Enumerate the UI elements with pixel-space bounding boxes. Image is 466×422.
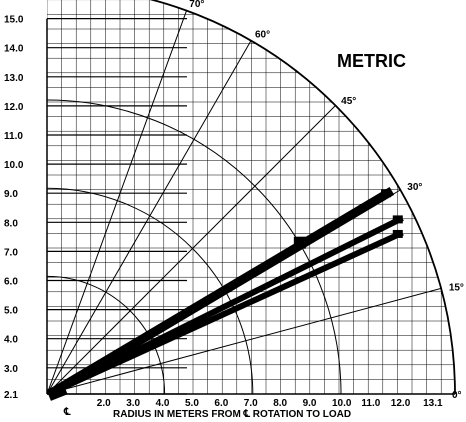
x-tick-label: 3.0: [126, 398, 140, 409]
angle-label: 60°: [255, 30, 270, 41]
boom-tip: [392, 229, 403, 238]
y-tick-label: 7.0: [4, 247, 18, 258]
centerline-symbol: ℄: [63, 407, 71, 418]
angle-label: 15°: [449, 282, 464, 293]
x-tick-label: 9.0: [303, 398, 317, 409]
angle-label: 45°: [341, 96, 356, 107]
y-tick-label: 12.0: [4, 102, 24, 113]
angle-ray: [46, 40, 252, 395]
x-axis-caption: RADIUS IN METERS FROM ℄ ROTATION TO LOAD: [113, 409, 351, 420]
y-tick-label: 2.1: [4, 390, 18, 401]
y-tick-label: 4.0: [4, 335, 18, 346]
x-tick-label: 8.0: [273, 398, 287, 409]
boom-section: [49, 229, 404, 396]
angle-label: 70°: [189, 0, 204, 10]
y-tick-label: 15.0: [4, 15, 24, 26]
boom-section: [46, 187, 395, 399]
x-tick-label: 11.0: [361, 398, 380, 409]
x-tick-label: 13.1: [423, 398, 443, 409]
chart-title: METRIC: [337, 51, 406, 71]
angle-label: 0°: [452, 390, 462, 401]
y-tick-label: 6.0: [4, 277, 18, 288]
y-tick-label: 13.0: [4, 73, 24, 84]
angle-label: 30°: [407, 182, 422, 193]
x-tick-label: 10.0: [332, 398, 352, 409]
y-tick-label: 9.0: [4, 189, 18, 200]
y-tick-label: 3.0: [4, 364, 18, 375]
angle-ray: [46, 105, 336, 395]
x-tick-label: 5.0: [185, 398, 199, 409]
y-tick-label: 8.0: [4, 218, 18, 229]
angle-rays: [46, 10, 455, 395]
y-axis-labels: 2.1 3.0 4.0 5.0 6.0 7.0 8.0 9.0 10.0 11.0 12.0 13.0…: [4, 15, 24, 401]
y-tick-label: 14.0: [4, 44, 24, 55]
x-tick-label: 2.0: [97, 398, 111, 409]
y-tick-label: 5.0: [4, 306, 18, 317]
x-tick-label: 6.0: [214, 398, 228, 409]
angle-ray: [46, 10, 188, 395]
angle-labels: 0° 15° 30° 45° 60° 70°: [189, 0, 464, 401]
x-tick-label: 7.0: [244, 398, 258, 409]
x-tick-label: 12.0: [391, 398, 411, 409]
boom-tip: [381, 189, 392, 198]
x-axis-labels: 2.0 3.0 4.0 5.0 6.0 7.0 8.0 9.0 10.0 11.0 12.0 13.1: [97, 398, 443, 409]
angle-ray: [46, 287, 442, 395]
x-tick-label: 4.0: [156, 398, 170, 409]
boom-pivot: [46, 383, 68, 401]
y-tick-label: 10.0: [4, 160, 24, 171]
boom-sections: [46, 187, 404, 401]
boom-tip: [392, 215, 403, 224]
boom-joint: [293, 236, 306, 249]
y-tick-label: 11.0: [4, 131, 23, 142]
